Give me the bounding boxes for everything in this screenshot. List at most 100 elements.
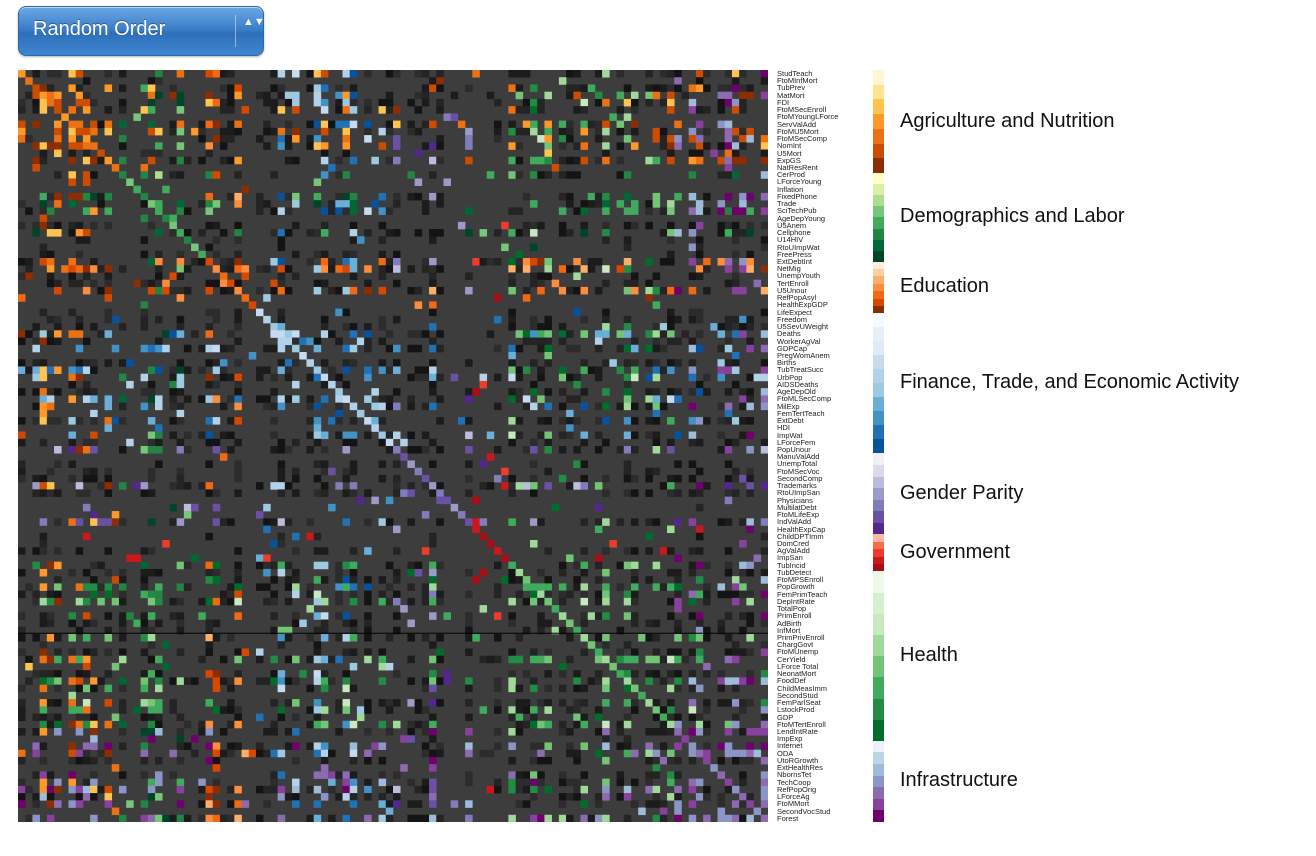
matrix-cell[interactable] [616, 655, 625, 664]
matrix-cell[interactable] [82, 77, 91, 85]
matrix-cell[interactable] [400, 735, 408, 743]
matrix-cell[interactable] [313, 641, 322, 649]
matrix-cell[interactable] [544, 337, 552, 346]
matrix-cell[interactable] [364, 634, 372, 642]
matrix-cell[interactable] [255, 583, 264, 591]
matrix-cell[interactable] [414, 785, 423, 794]
matrix-cell[interactable] [270, 728, 278, 736]
matrix-cell[interactable] [277, 192, 286, 201]
matrix-cell[interactable] [580, 518, 589, 526]
matrix-cell[interactable] [227, 446, 235, 454]
matrix-cell[interactable] [508, 127, 516, 136]
matrix-cell[interactable] [234, 583, 242, 591]
matrix-cell[interactable] [623, 720, 632, 729]
matrix-cell[interactable] [537, 431, 545, 440]
matrix-cell[interactable] [234, 171, 242, 179]
matrix-cell[interactable] [515, 634, 524, 642]
matrix-cell[interactable] [46, 388, 55, 396]
matrix-cell[interactable] [212, 518, 221, 526]
matrix-cell[interactable] [328, 265, 336, 273]
matrix-cell[interactable] [378, 771, 387, 779]
matrix-cell[interactable] [760, 547, 768, 555]
matrix-cell[interactable] [176, 359, 185, 367]
matrix-cell[interactable] [580, 84, 589, 92]
matrix-cell[interactable] [90, 258, 98, 266]
matrix-cell[interactable] [602, 265, 610, 273]
matrix-cell[interactable] [602, 438, 610, 447]
matrix-cell[interactable] [320, 395, 329, 403]
matrix-cell[interactable] [623, 380, 632, 389]
matrix-cell[interactable] [169, 749, 177, 758]
matrix-cell[interactable] [385, 807, 394, 816]
matrix-cell[interactable] [234, 713, 242, 722]
matrix-cell[interactable] [760, 149, 768, 158]
matrix-cell[interactable] [205, 728, 214, 736]
matrix-cell[interactable] [407, 677, 415, 685]
matrix-cell[interactable] [364, 518, 372, 526]
matrix-cell[interactable] [717, 142, 726, 150]
matrix-cell[interactable] [652, 200, 661, 208]
matrix-cell[interactable] [724, 221, 733, 230]
matrix-cell[interactable] [342, 670, 351, 678]
matrix-cell[interactable] [667, 720, 675, 729]
row-label[interactable]: FtoMLifeExp [777, 510, 820, 520]
matrix-cell[interactable] [429, 590, 437, 599]
matrix-cell[interactable] [219, 142, 228, 150]
matrix-cell[interactable] [667, 793, 675, 801]
matrix-cell[interactable] [674, 460, 682, 468]
matrix-cell[interactable] [688, 728, 697, 736]
matrix-cell[interactable] [277, 243, 286, 252]
matrix-cell[interactable] [292, 192, 300, 201]
matrix-cell[interactable] [558, 670, 567, 678]
matrix-cell[interactable] [183, 344, 192, 353]
matrix-cell[interactable] [609, 662, 617, 671]
matrix-cell[interactable] [176, 272, 185, 280]
matrix-cell[interactable] [393, 200, 401, 208]
matrix-cell[interactable] [580, 561, 589, 570]
matrix-cell[interactable] [594, 286, 603, 295]
matrix-cell[interactable] [544, 323, 552, 331]
matrix-cell[interactable] [739, 395, 747, 403]
matrix-cell[interactable] [255, 482, 264, 490]
matrix-cell[interactable] [739, 200, 747, 208]
matrix-cell[interactable] [306, 655, 314, 664]
matrix-cell[interactable] [147, 258, 156, 266]
matrix-cell[interactable] [219, 590, 228, 599]
matrix-cell[interactable] [566, 395, 574, 403]
matrix-cell[interactable] [544, 583, 552, 591]
matrix-cell[interactable] [594, 431, 603, 440]
row-label[interactable]: TechCoop [777, 777, 811, 787]
matrix-cell[interactable] [436, 677, 444, 685]
matrix-cell[interactable] [82, 749, 91, 758]
matrix-cell[interactable] [731, 576, 740, 584]
matrix-cell[interactable] [385, 662, 394, 671]
matrix-cell[interactable] [760, 192, 768, 201]
matrix-cell[interactable] [212, 568, 221, 577]
matrix-cell[interactable] [594, 156, 603, 165]
matrix-cell[interactable] [155, 366, 163, 374]
matrix-cell[interactable] [508, 612, 516, 620]
matrix-cell[interactable] [342, 308, 351, 317]
matrix-cell[interactable] [205, 699, 214, 707]
matrix-cell[interactable] [760, 532, 768, 541]
matrix-cell[interactable] [277, 236, 286, 244]
matrix-cell[interactable] [746, 84, 754, 92]
matrix-cell[interactable] [746, 800, 754, 808]
matrix-cell[interactable] [25, 655, 33, 664]
matrix-cell[interactable] [421, 785, 430, 794]
matrix-cell[interactable] [205, 395, 214, 403]
matrix-cell[interactable] [39, 756, 48, 765]
matrix-cell[interactable] [667, 482, 675, 490]
matrix-cell[interactable] [436, 482, 444, 490]
matrix-cell[interactable] [147, 778, 156, 787]
matrix-cell[interactable] [118, 70, 127, 78]
matrix-cell[interactable] [349, 771, 358, 779]
matrix-cell[interactable] [746, 699, 754, 707]
matrix-cell[interactable] [155, 684, 163, 693]
matrix-cell[interactable] [385, 330, 394, 338]
matrix-cell[interactable] [429, 655, 437, 664]
matrix-cell[interactable] [313, 576, 322, 584]
matrix-cell[interactable] [39, 258, 48, 266]
matrix-cell[interactable] [270, 402, 278, 411]
matrix-cell[interactable] [530, 785, 538, 794]
